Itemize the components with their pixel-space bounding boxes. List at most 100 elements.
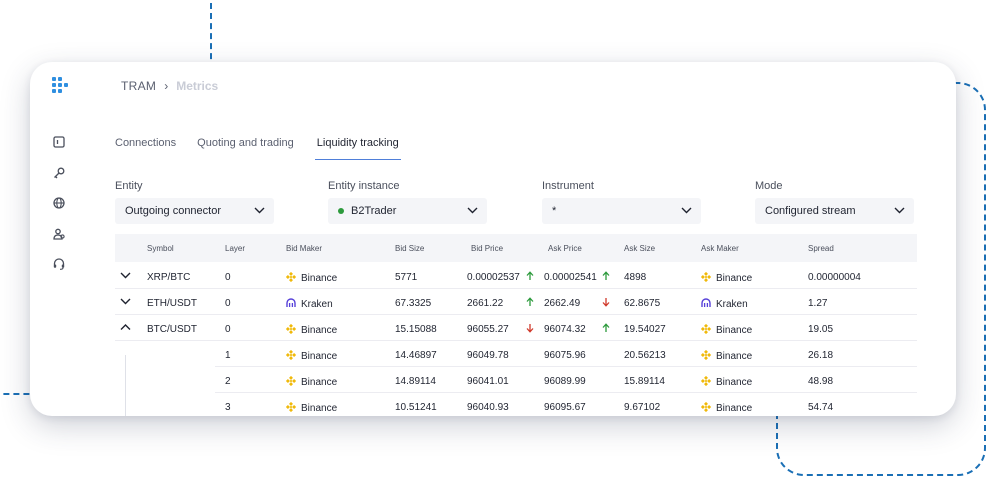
instrument-label: Instrument: [542, 180, 594, 192]
ask-maker-cell: Binance: [701, 324, 752, 336]
layer-cell: 0: [225, 298, 231, 309]
ask-size-cell: 4898: [624, 272, 647, 283]
ask-price-cell: 96095.67: [544, 402, 586, 413]
breadcrumb-root[interactable]: TRAM: [121, 79, 157, 93]
app-logo-icon[interactable]: [52, 77, 68, 93]
ask-price-cell: 96075.96: [544, 350, 586, 361]
entity-instance-select-value: B2Trader: [351, 205, 397, 217]
app-window: TRAM › Metrics Connections Quoting and t…: [30, 62, 956, 416]
mode-select[interactable]: Configured stream: [755, 198, 914, 224]
bid-price-cell: 96055.27: [467, 324, 509, 335]
column-header-bid-price: Bid Price: [471, 244, 504, 253]
column-header-symbol: Symbol: [147, 244, 174, 253]
chevron-down-icon: [681, 207, 692, 214]
tab-connections[interactable]: Connections: [115, 137, 177, 149]
column-header-bid-size: Bid Size: [395, 244, 425, 253]
entity-select-value: Outgoing connector: [125, 205, 222, 217]
spread-cell: 0.00000004: [808, 272, 861, 283]
column-header-spread: Spread: [808, 244, 834, 253]
binance-icon: [286, 272, 296, 282]
ask-maker-cell: Kraken: [701, 298, 748, 310]
ask-maker-cell: Binance: [701, 376, 752, 388]
bid-maker-cell: Binance: [286, 376, 337, 388]
mode-label: Mode: [755, 180, 783, 192]
ask-maker-cell-label: Binance: [716, 377, 753, 388]
table-header: Symbol Layer Bid Maker Bid Size Bid Pric…: [115, 234, 917, 262]
bid-maker-cell-label: Binance: [301, 377, 338, 388]
entity-select[interactable]: Outgoing connector: [115, 198, 274, 224]
arrow-up-icon: [526, 297, 534, 306]
breadcrumb: TRAM › Metrics: [121, 79, 218, 93]
ask-price-cell: 0.00002541: [544, 272, 597, 283]
status-dot-icon: [338, 208, 344, 214]
globe-icon[interactable]: [52, 196, 66, 210]
ask-size-cell: 20.56213: [624, 350, 666, 361]
table-row[interactable]: ETH/USDT 0 Kraken 67.3325 2661.22 2662.49 62.8…: [115, 289, 917, 315]
chevron-up-icon[interactable]: [120, 323, 131, 331]
arrow-up-icon: [602, 323, 610, 332]
bid-price-cell: 2661.22: [467, 298, 504, 309]
tab-quoting-and-trading[interactable]: Quoting and trading: [197, 137, 294, 149]
instrument-select[interactable]: *: [542, 198, 701, 224]
bid-price-cell: 96040.93: [467, 402, 509, 413]
chevron-down-icon[interactable]: [120, 297, 131, 305]
key-icon[interactable]: [52, 166, 66, 180]
binance-icon: [701, 350, 711, 360]
binance-icon: [286, 402, 296, 412]
breadcrumb-current: Metrics: [176, 79, 219, 93]
spread-cell: 26.18: [808, 350, 834, 361]
symbol-cell: XRP/BTC: [147, 272, 191, 283]
binance-icon: [701, 376, 711, 386]
binance-icon: [701, 272, 711, 282]
ask-maker-cell-label: Kraken: [716, 299, 748, 310]
bid-maker-cell-label: Binance: [301, 325, 338, 336]
symbol-cell: BTC/USDT: [147, 324, 197, 335]
entity-label: Entity: [115, 180, 143, 192]
ask-maker-cell-label: Binance: [716, 273, 753, 284]
bid-price-cell: 0.00002537: [467, 272, 520, 283]
entity-instance-label: Entity instance: [328, 180, 400, 192]
symbol-cell: ETH/USDT: [147, 298, 197, 309]
spread-cell: 19.05: [808, 324, 834, 335]
arrow-down-icon: [526, 324, 534, 333]
arrow-down-icon: [602, 298, 610, 307]
binance-icon: [701, 402, 711, 412]
binance-icon: [701, 324, 711, 334]
table-sub-row[interactable]: 1 Binance 14.46897 96049.78 96075.96 20.56213…: [215, 341, 917, 367]
layer-cell: 0: [225, 324, 231, 335]
table-sub-row[interactable]: 2 Binance 14.89114 96041.01 96089.99 15.89114…: [215, 367, 917, 393]
column-header-ask-maker: Ask Maker: [701, 244, 739, 253]
chevron-down-icon: [254, 207, 265, 214]
bid-size-cell: 15.15088: [395, 324, 437, 335]
tab-liquidity-tracking[interactable]: Liquidity tracking: [314, 137, 401, 160]
bid-price-cell: 96049.78: [467, 350, 509, 361]
table-row[interactable]: XRP/BTC 0 Binance 5771 0.00002537 0.00002541 4…: [115, 263, 917, 289]
chevron-down-icon: [894, 207, 905, 214]
arrow-up-icon: [526, 271, 534, 280]
ask-price-cell: 96074.32: [544, 324, 586, 335]
dashboard-icon[interactable]: [52, 135, 66, 149]
headset-icon[interactable]: [52, 257, 66, 271]
chevron-down-icon: [467, 207, 478, 214]
ask-maker-cell: Binance: [701, 272, 752, 284]
table-row[interactable]: BTC/USDT 0 Binance 15.15088 96055.27 96074.32…: [115, 315, 917, 341]
bid-size-cell: 5771: [395, 272, 418, 283]
sub-rows-divider: [125, 355, 126, 416]
table-sub-row[interactable]: 3 Binance 10.51241 96040.93 96095.67 9.67102 B…: [215, 393, 917, 416]
users-icon[interactable]: [52, 227, 66, 241]
entity-instance-select[interactable]: B2Trader: [328, 198, 487, 224]
column-header-ask-size: Ask Size: [624, 244, 656, 253]
kraken-icon: [286, 298, 296, 307]
bid-maker-cell-label: Binance: [301, 351, 338, 362]
bid-maker-cell: Kraken: [286, 298, 333, 310]
bid-maker-cell: Binance: [286, 324, 337, 336]
binance-icon: [286, 376, 296, 386]
column-header-bid-maker: Bid Maker: [286, 244, 323, 253]
column-header-layer: Layer: [225, 244, 246, 253]
ask-size-cell: 62.8675: [624, 298, 661, 309]
ask-price-cell: 96089.99: [544, 376, 586, 387]
mode-select-value: Configured stream: [765, 205, 856, 217]
chevron-down-icon[interactable]: [120, 271, 131, 279]
bid-size-cell: 14.46897: [395, 350, 437, 361]
binance-icon: [286, 350, 296, 360]
